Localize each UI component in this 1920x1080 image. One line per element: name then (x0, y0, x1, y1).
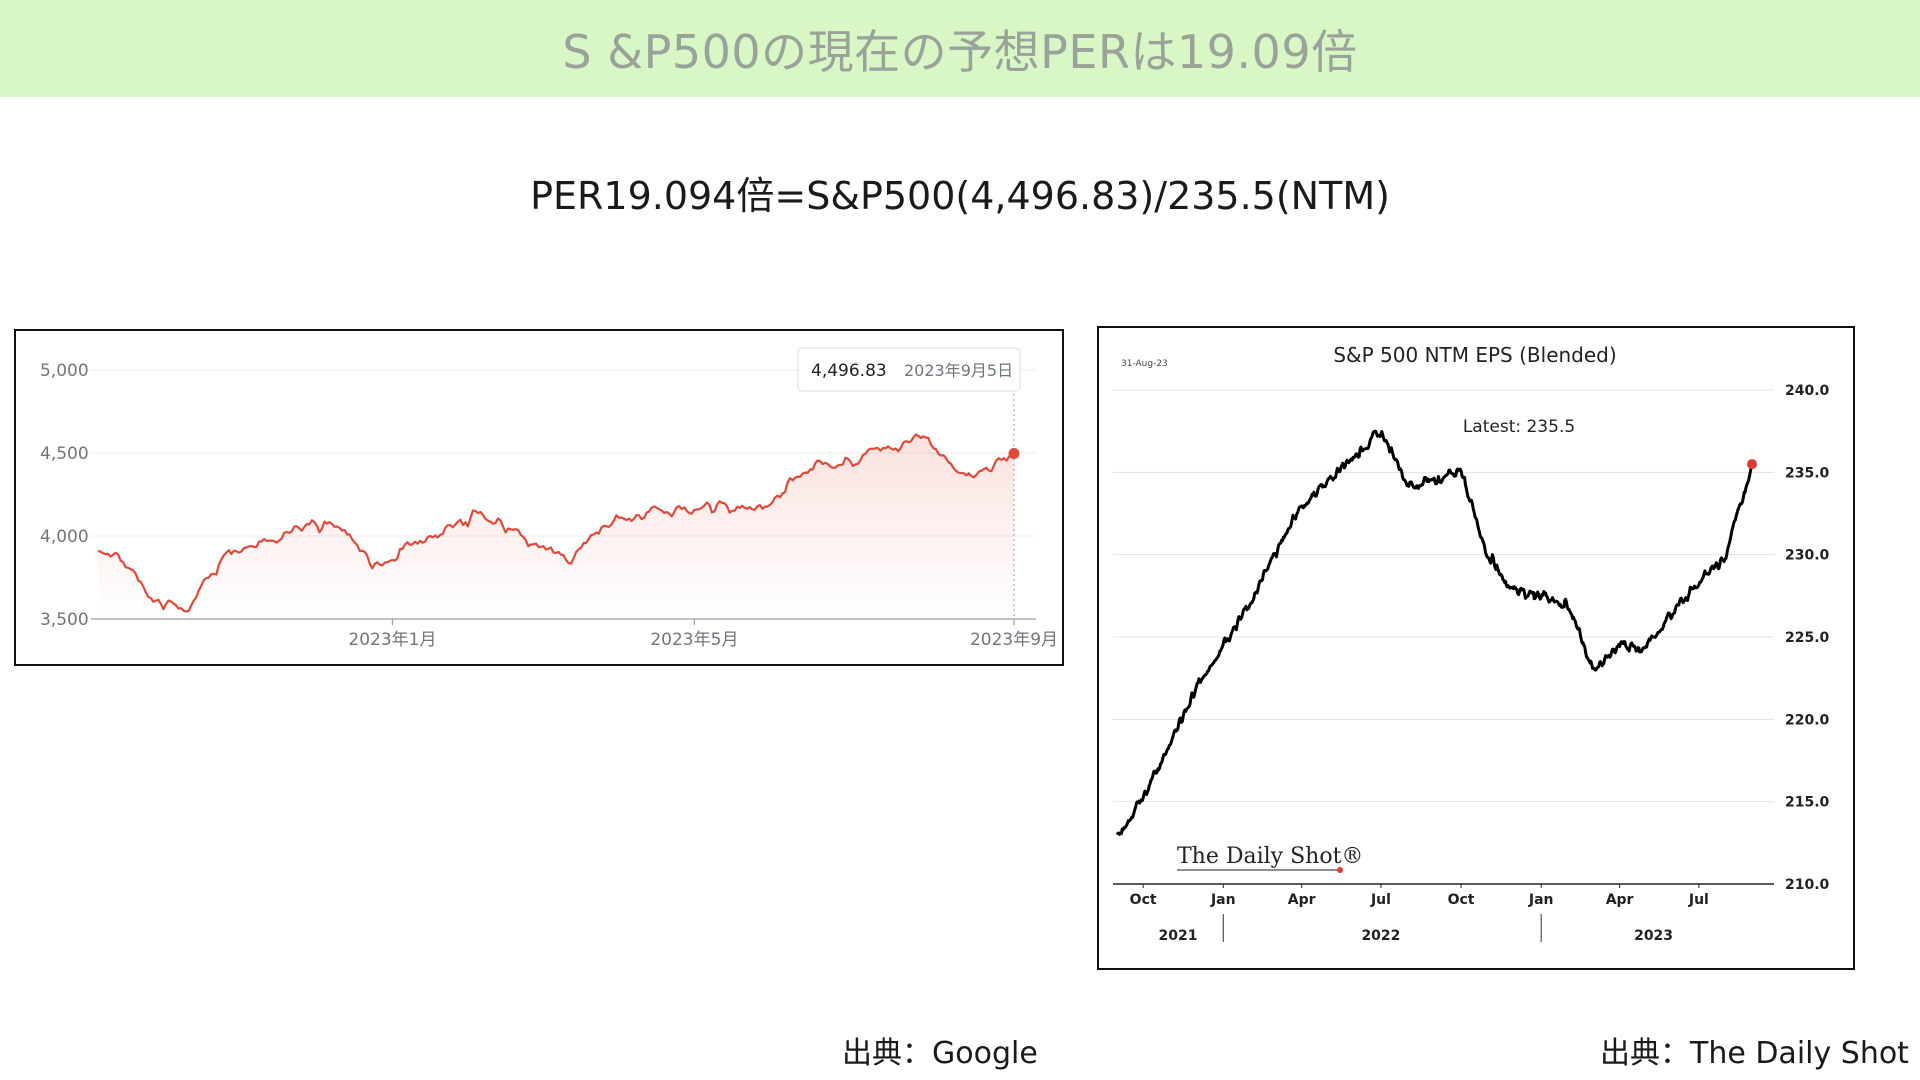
daily-shot-watermark: The Daily Shot® (1177, 844, 1363, 869)
x-tick-label: Apr (1606, 892, 1634, 908)
eps-chart-panel: S&P 500 NTM EPS (Blended) 31-Aug-23 240.0 2… (1097, 326, 1855, 970)
latest-annotation: Latest: 235.5 (1463, 417, 1575, 437)
sp500-price-chart: 5,000 4,500 4,000 3,500 2023年1月 2023年5月 2023年9… (40, 347, 1058, 650)
x-tick-label: Jul (1688, 892, 1709, 908)
latest-point (1747, 459, 1757, 470)
x-tick-label: Apr (1288, 892, 1316, 908)
x-tick-label: Jan (1210, 892, 1236, 908)
year-label: 2023 (1634, 928, 1673, 944)
x-tick-label: Jan (1528, 892, 1554, 908)
x-tick-label: Oct (1448, 892, 1475, 908)
tooltip-value: 4,496.83 (811, 361, 887, 381)
y-tick-label: 4,500 (40, 444, 89, 464)
tooltip-date: 2023年9月5日 (904, 361, 1013, 380)
sp500-price-chart-panel: 5,000 4,500 4,000 3,500 2023年1月 2023年5月 2023年9… (14, 329, 1064, 666)
eps-chart: S&P 500 NTM EPS (Blended) 31-Aug-23 240.0 2… (1113, 343, 1830, 944)
y-tick-label: 210.0 (1785, 877, 1830, 893)
x-tick-label: 2023年1月 (348, 630, 436, 650)
year-label: 2021 (1158, 928, 1197, 944)
y-tick-label: 240.0 (1785, 383, 1830, 399)
banner-title: S &P500の現在の予想PERは19.09倍 (562, 24, 1358, 79)
y-tick-label: 220.0 (1785, 712, 1830, 728)
y-tick-label: 3,500 (40, 610, 89, 630)
y-tick-label: 4,000 (40, 527, 89, 547)
eps-series-line (1115, 429, 1754, 836)
latest-point (1008, 448, 1020, 460)
y-tick-label: 5,000 (40, 361, 89, 381)
y-tick-label: 235.0 (1785, 465, 1830, 481)
x-tick-label: Oct (1130, 892, 1157, 908)
x-tick-label: 2023年9月 (970, 630, 1058, 650)
year-label: 2022 (1361, 928, 1400, 944)
per-formula: PER19.094倍=S&P500(4,496.83)/235.5(NTM) (530, 174, 1390, 218)
price-series-line (97, 433, 1015, 613)
source-google: 出典：Google (842, 1036, 1038, 1071)
y-tick-label: 225.0 (1785, 630, 1830, 646)
price-area-fill (98, 434, 1014, 619)
y-tick-label: 215.0 (1785, 795, 1830, 811)
date-stamp: 31-Aug-23 (1121, 359, 1168, 369)
x-tick-label: Jul (1370, 892, 1391, 908)
title-banner: S &P500の現在の予想PERは19.09倍 (0, 0, 1920, 97)
eps-chart-title: S&P 500 NTM EPS (Blended) (1333, 343, 1616, 367)
y-tick-label: 230.0 (1785, 548, 1830, 564)
x-tick-label: 2023年5月 (650, 630, 738, 650)
watermark-dot (1337, 867, 1343, 873)
source-daily-shot: 出典：The Daily Shot (1600, 1036, 1909, 1071)
tooltip-box (797, 347, 1021, 392)
